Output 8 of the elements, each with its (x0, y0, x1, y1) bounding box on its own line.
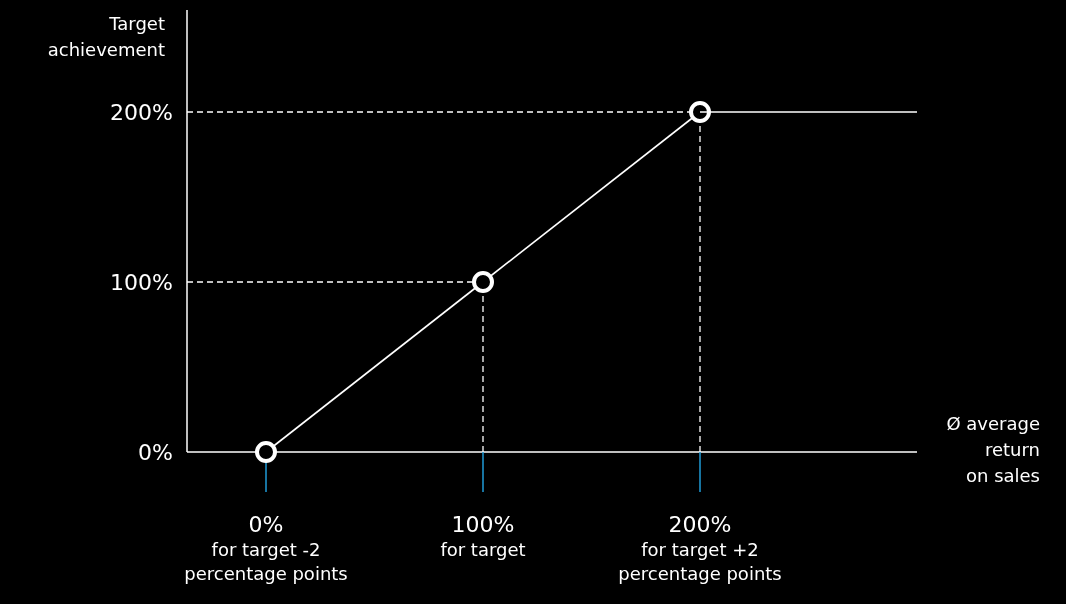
y-tick-label: 200% (110, 99, 173, 125)
y-tick-label: 100% (110, 269, 173, 295)
x-tick-label: 200% for target +2 percentage points (618, 512, 782, 584)
x-axis-title: Ø average return on sales (946, 413, 1040, 486)
x-tick-label: 0% for target -2 percentage points (184, 512, 348, 584)
x-tick-label: 100% for target (440, 512, 526, 560)
y-tick-label: 0% (138, 439, 173, 465)
y-axis-title: Target achievement (47, 13, 165, 60)
